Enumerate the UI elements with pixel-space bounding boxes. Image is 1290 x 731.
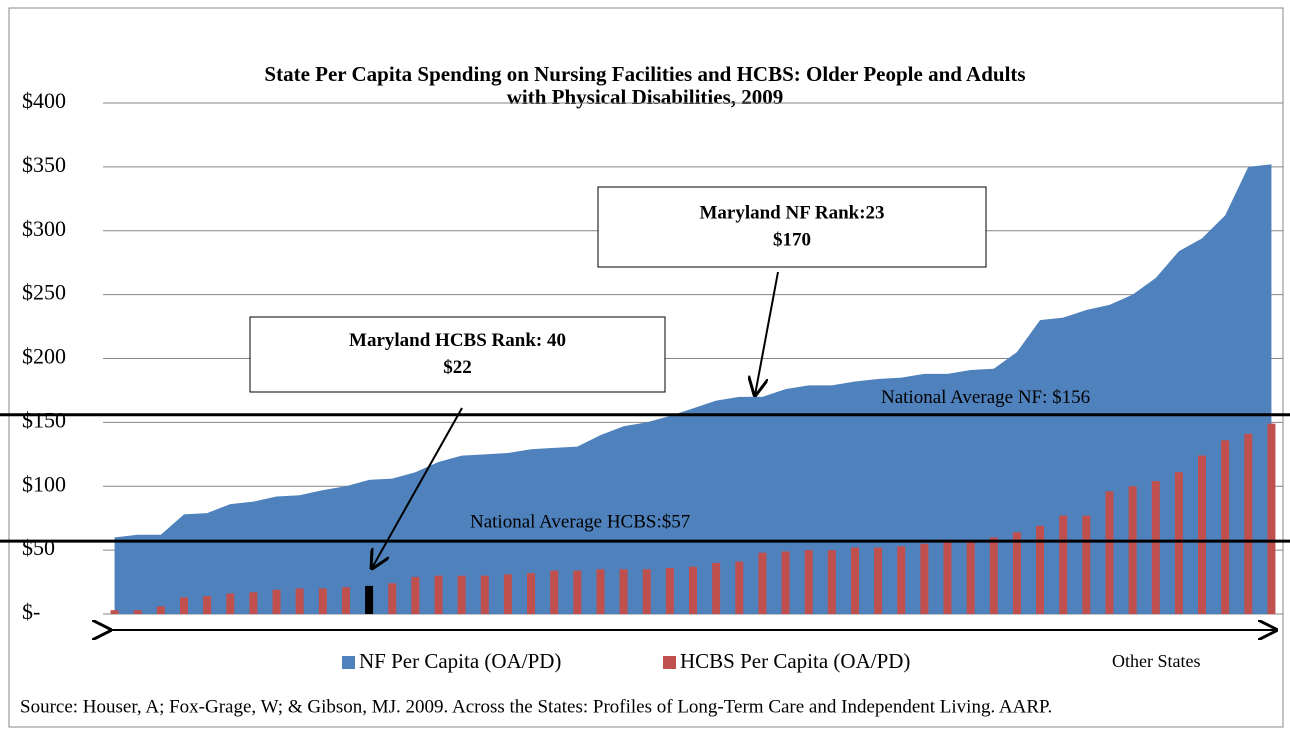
bar — [758, 552, 767, 614]
bar — [434, 575, 443, 614]
bar — [943, 542, 952, 614]
annotation-text: $170 — [773, 229, 811, 250]
bar — [110, 610, 119, 614]
bar — [1082, 515, 1091, 614]
bar — [781, 551, 790, 614]
bar — [850, 547, 859, 614]
bar — [573, 570, 582, 614]
bar — [295, 588, 304, 614]
bar — [1151, 481, 1160, 614]
x-label: Other States — [1112, 651, 1200, 671]
y-tick-label: $350 — [22, 152, 66, 177]
chart-title: State Per Capita Spending on Nursing Fac… — [264, 62, 1025, 86]
bar — [1174, 472, 1183, 614]
bar — [503, 574, 512, 614]
bar — [411, 576, 420, 614]
source: Source: Houser, A; Fox-Grage, W; & Gibso… — [20, 696, 1052, 717]
y-tick-label: $100 — [22, 471, 66, 496]
legend-swatch — [342, 656, 355, 669]
bar — [897, 546, 906, 614]
bar — [1012, 532, 1021, 614]
bar — [156, 606, 165, 614]
bar — [1059, 515, 1068, 614]
nf-area — [114, 164, 1272, 614]
bar — [527, 573, 536, 614]
bar — [827, 550, 836, 614]
y-tick-label: $50 — [22, 535, 55, 560]
bar — [1221, 440, 1230, 614]
bar — [712, 562, 721, 614]
annotation-arrow — [755, 271, 779, 395]
annotation-arrow — [372, 407, 463, 568]
bar — [365, 585, 374, 614]
bar — [203, 596, 212, 614]
bar — [689, 566, 697, 614]
bar — [920, 543, 929, 614]
bar — [1267, 423, 1276, 614]
bar — [133, 610, 142, 614]
y-tick-label: $400 — [22, 88, 66, 113]
y-tick-label: $- — [22, 599, 40, 624]
bar — [1036, 525, 1045, 614]
bar — [989, 537, 998, 614]
y-tick-label: $200 — [22, 344, 66, 369]
bar — [179, 597, 188, 614]
bar — [874, 547, 883, 614]
annotation-text: Maryland NF Rank:23 — [699, 202, 884, 223]
bar — [318, 588, 327, 614]
bar — [550, 570, 559, 614]
bar — [249, 592, 258, 614]
annotation-box — [249, 316, 666, 393]
legend-label: NF Per Capita (OA/PD) — [359, 649, 561, 673]
bar — [1128, 486, 1137, 614]
bar — [480, 575, 489, 614]
bar — [1105, 491, 1114, 614]
bar — [596, 569, 605, 614]
bar — [1244, 433, 1253, 614]
annotation-text: Maryland HCBS Rank: 40 — [349, 330, 566, 351]
bar — [457, 575, 466, 614]
legend-label: HCBS Per Capita (OA/PD) — [680, 649, 910, 673]
bar — [735, 561, 744, 614]
bar — [272, 589, 281, 614]
bar — [1198, 455, 1207, 614]
annotation-text: $22 — [443, 357, 472, 378]
y-tick-label: $300 — [22, 216, 66, 241]
bar — [642, 569, 651, 614]
bar — [388, 583, 397, 614]
annotation-box — [597, 186, 987, 268]
bar — [804, 550, 813, 614]
chart-title: with Physical Disabilities, 2009 — [507, 85, 784, 109]
bar — [619, 569, 628, 614]
reference-label: National Average HCBS:$57 — [470, 512, 690, 533]
y-tick-label: $150 — [22, 407, 66, 432]
y-tick-label: $250 — [22, 280, 66, 305]
bar — [966, 539, 975, 614]
bar — [665, 568, 674, 614]
bar — [226, 593, 235, 614]
legend-swatch — [663, 656, 676, 669]
bar — [341, 587, 350, 614]
reference-label: National Average NF: $156 — [881, 387, 1090, 408]
